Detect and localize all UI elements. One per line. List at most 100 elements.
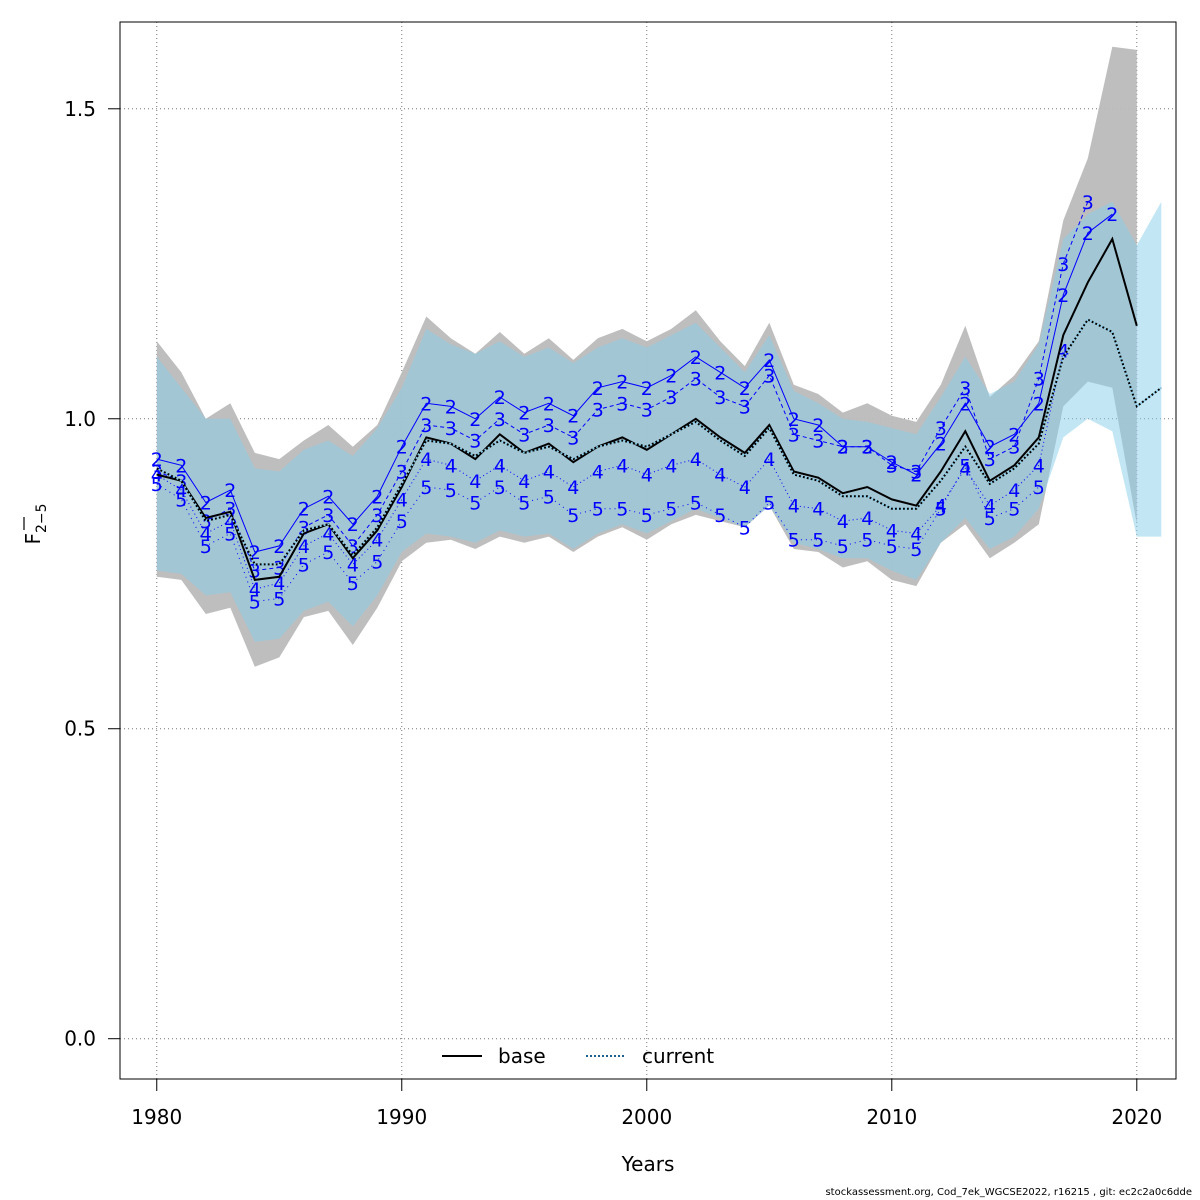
retro-line-3 [156,201,1089,572]
retro-label-2: 2 [1082,223,1094,245]
retro-label-5: 5 [763,492,775,514]
retro-label-2: 2 [935,434,947,456]
legend-label-base: base [498,1044,546,1068]
retro-label-4: 4 [788,496,800,518]
retro-label-4: 4 [494,455,506,477]
footer-credit: stockassessment.org, Cod_7ek_WGCSE2022, … [825,1187,1192,1198]
retro-label-3: 3 [1033,368,1045,390]
retro-label-3: 3 [518,424,530,446]
retro-label-4: 4 [837,511,849,533]
retro-label-2: 2 [886,452,898,474]
retro-label-5: 5 [371,551,383,573]
retro-label-4: 4 [298,536,310,558]
retro-label-5: 5 [665,499,677,521]
retro-label-3: 3 [1008,437,1020,459]
retro-label-2: 2 [837,437,849,459]
base-line [156,236,1138,581]
retro-label-4: 4 [886,520,898,542]
retro-label-4: 4 [420,449,432,471]
retro-label-2: 2 [739,378,751,400]
retro-label-2: 2 [175,455,187,477]
retro-label-5: 5 [592,499,604,521]
retro-label-3: 3 [592,399,604,421]
y-tick-label: 0.0 [64,1027,96,1051]
x-tick-label: 1980 [131,1105,182,1129]
y-tick-label: 1.0 [64,407,96,431]
retro-label-3: 3 [886,455,898,477]
retro-label-2: 2 [200,492,212,514]
retro-label-2: 2 [714,362,726,384]
svg-text:F2−5: F2−5 [21,503,50,544]
retro-label-5: 5 [812,530,824,552]
retro-label-2: 2 [984,437,996,459]
retro-label-2: 2 [1106,204,1118,226]
retro-label-2: 2 [861,437,873,459]
retro-label-2: 2 [322,486,334,508]
retro-label-4: 4 [1008,480,1020,502]
retro-label-2: 2 [763,350,775,372]
retro-label-2: 2 [812,415,824,437]
retro-label-2: 2 [543,393,555,415]
retro-label-4: 4 [592,461,604,483]
retro-label-2: 2 [910,465,922,487]
current-confidence-band [156,201,1162,642]
retro-label-5: 5 [641,505,653,527]
retro-label-3: 3 [616,393,628,415]
current-line-overlay [156,318,1162,566]
retro-label-5: 5 [886,536,898,558]
retro-label-3: 3 [935,418,947,440]
retro-label-3: 3 [665,387,677,409]
retro-label-3: 3 [469,430,481,452]
retro-label-2: 2 [959,393,971,415]
retro-label-4: 4 [763,449,775,471]
retro-label-5: 5 [322,542,334,564]
retro-label-3: 3 [959,378,971,400]
retro-label-3: 3 [567,427,579,449]
retro-label-3: 3 [322,505,334,527]
retro-line-2 [156,213,1113,553]
retro-label-5: 5 [445,480,457,502]
retro-label-3: 3 [1082,192,1094,214]
retro-label-2: 2 [396,437,408,459]
retro-label-5: 5 [935,499,947,521]
x-tick-label: 2010 [866,1105,917,1129]
retro-label-3: 3 [420,415,432,437]
retro-label-4: 4 [714,465,726,487]
retro-label-4: 4 [959,458,971,480]
retro-label-2: 2 [1057,285,1069,307]
retro-label-3: 3 [739,396,751,418]
retro-label-5: 5 [347,573,359,595]
retro-label-5: 5 [200,536,212,558]
retro-label-5: 5 [494,477,506,499]
retro-label-2: 2 [616,372,628,394]
retro-label-4: 4 [665,455,677,477]
retro-label-4: 4 [641,465,653,487]
retro-label-3: 3 [249,561,261,583]
retro-label-2: 2 [420,393,432,415]
x-tick-label: 1990 [376,1105,427,1129]
y-tick-label: 1.5 [64,97,96,121]
retro-label-3: 3 [714,387,726,409]
retro-label-5: 5 [224,523,236,545]
retro-label-5: 5 [518,492,530,514]
retro-label-3: 3 [690,368,702,390]
current-line [156,318,1162,566]
retro-label-2: 2 [1033,393,1045,415]
retro-label-4: 4 [567,477,579,499]
retro-label-4: 4 [739,477,751,499]
retro-label-2: 2 [371,486,383,508]
retro-label-4: 4 [200,523,212,545]
retro-label-3: 3 [273,558,285,580]
retro-label-4: 4 [935,496,947,518]
retro-label-5: 5 [788,530,800,552]
retro-label-2: 2 [518,403,530,425]
retro-label-4: 4 [690,449,702,471]
retro-label-4: 4 [543,461,555,483]
retro-label-4: 4 [396,489,408,511]
retro-label-4: 4 [347,554,359,576]
retro-label-5: 5 [469,492,481,514]
retro-label-5: 5 [714,505,726,527]
retro-label-5: 5 [861,530,873,552]
